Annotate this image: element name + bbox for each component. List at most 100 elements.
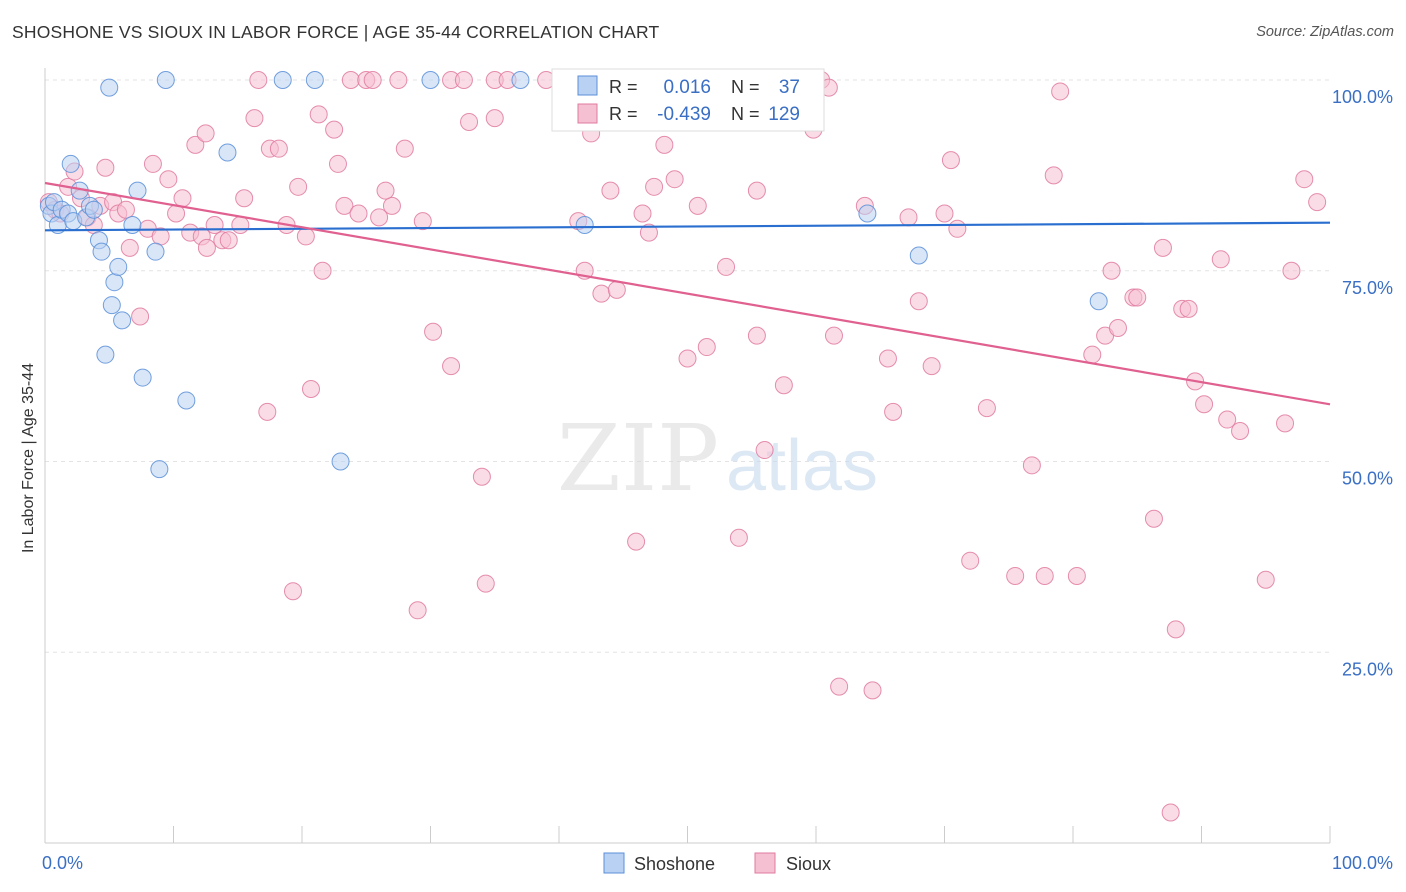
shoshone-point-15 <box>102 296 121 315</box>
sioux-point-16 <box>143 154 162 173</box>
sioux-point-95 <box>961 551 980 570</box>
sioux-point-123 <box>1295 170 1314 189</box>
shoshone-point-36 <box>100 78 119 97</box>
sioux-point-105 <box>1102 261 1121 280</box>
sioux-point-76 <box>729 528 748 547</box>
shoshone-point-20 <box>128 181 147 200</box>
sioux-point-85 <box>830 677 849 696</box>
sioux-point-90 <box>899 208 918 227</box>
shoshone-point-34 <box>909 246 928 265</box>
x-tick-labels: 0.0% 100.0% <box>42 853 1393 873</box>
sioux-point-98 <box>1022 456 1041 475</box>
legend-box: R = 0.016 N = 37 R = -0.439 N = 129 <box>551 68 825 132</box>
sioux-point-39 <box>301 380 320 399</box>
sioux-point-111 <box>1161 803 1180 822</box>
shoshone-trend-line <box>44 221 1331 232</box>
shoshone-point-14 <box>96 345 115 364</box>
legend-bottom-swatch-sioux <box>754 852 776 874</box>
sioux-point-74 <box>688 196 707 215</box>
sioux-point-52 <box>408 601 427 620</box>
sioux-point-72 <box>665 170 684 189</box>
legend-n-label-shoshone: N = <box>731 77 765 97</box>
sioux-point-54 <box>424 322 443 341</box>
sioux-point-114 <box>1179 299 1198 318</box>
sioux-point-127 <box>395 139 414 158</box>
sioux-point-122 <box>1282 261 1301 280</box>
sioux-point-9 <box>96 158 115 177</box>
sioux-point-96 <box>977 399 996 418</box>
points-layer <box>39 71 1327 822</box>
sioux-point-68 <box>627 532 646 551</box>
y-tick-label-3: 100.0% <box>1332 87 1393 107</box>
sioux-point-53 <box>413 212 432 231</box>
shoshone-point-27 <box>273 71 292 89</box>
shoshone-point-25 <box>177 391 196 410</box>
shoshone-point-13 <box>92 242 111 261</box>
sioux-point-118 <box>1218 410 1237 429</box>
watermark-zip: ZIP <box>557 405 719 512</box>
sioux-point-116 <box>1195 395 1214 414</box>
sioux-point-51 <box>389 71 408 89</box>
sioux-trend-line <box>44 181 1331 406</box>
sioux-point-97 <box>1006 566 1025 585</box>
x-tick-label-1: 100.0% <box>1332 853 1393 873</box>
shoshone-point-18 <box>113 311 132 330</box>
shoshone-point-22 <box>146 242 165 261</box>
sioux-point-48 <box>363 71 382 89</box>
sioux-point-112 <box>1166 620 1185 639</box>
sioux-point-12 <box>116 200 135 219</box>
chart-source: Source: ZipAtlas.com <box>1256 24 1394 40</box>
shoshone-point-23 <box>150 460 169 479</box>
sioux-point-100 <box>1044 166 1063 185</box>
watermark-atlas: atlas <box>726 426 878 506</box>
sioux-point-22 <box>186 135 205 154</box>
shoshone-point-21 <box>133 368 152 387</box>
sioux-point-37 <box>289 177 308 196</box>
sioux-point-34 <box>269 139 288 158</box>
series-legend: Shoshone Sioux <box>603 852 831 874</box>
legend-r-value-sioux: -0.439 <box>657 104 711 125</box>
sioux-point-27 <box>219 231 238 250</box>
shoshone-point-33 <box>858 204 877 223</box>
shoshone-point-6 <box>61 154 80 173</box>
y-tick-label-0: 25.0% <box>1342 659 1393 679</box>
sioux-point-36 <box>284 582 303 601</box>
legend-swatch-shoshone <box>577 75 598 96</box>
legend-bottom-label-shoshone: Shoshone <box>634 854 715 874</box>
legend-bottom-swatch-shoshone <box>603 852 625 874</box>
sioux-point-120 <box>1256 570 1275 589</box>
sioux-point-91 <box>909 292 928 311</box>
sioux-point-57 <box>454 71 473 89</box>
sioux-point-103 <box>1083 345 1102 364</box>
sioux-point-25 <box>205 215 224 234</box>
sioux-point-128 <box>196 124 215 143</box>
sioux-point-78 <box>747 181 766 200</box>
x-tick-label-0: 0.0% <box>42 853 83 873</box>
legend-r-label-sioux: R = <box>609 104 643 124</box>
trend-layer <box>44 181 1331 406</box>
legend-swatch-sioux <box>577 103 598 124</box>
sioux-point-49 <box>370 208 389 227</box>
sioux-point-124 <box>1308 193 1327 212</box>
sioux-point-79 <box>755 441 774 460</box>
sioux-point-66 <box>592 284 611 303</box>
sioux-point-43 <box>328 154 347 173</box>
shoshone-point-35 <box>1089 292 1108 311</box>
legend-bottom-label-sioux: Sioux <box>786 854 831 874</box>
sioux-point-84 <box>824 326 843 345</box>
sioux-point-18 <box>159 170 178 189</box>
sioux-point-28 <box>231 215 250 234</box>
shoshone-point-30 <box>421 71 440 89</box>
sioux-point-80 <box>774 376 793 395</box>
sioux-point-60 <box>476 574 495 593</box>
sioux-point-67 <box>601 181 620 200</box>
sioux-point-130 <box>639 223 658 242</box>
y-axis-label: In Labor Force | Age 35-44 <box>20 363 37 553</box>
legend-n-value-sioux: 129 <box>768 104 800 125</box>
sioux-point-45 <box>341 71 360 89</box>
sioux-point-89 <box>884 402 903 421</box>
sioux-point-92 <box>922 357 941 376</box>
y-tick-labels: 25.0% 50.0% 75.0% 100.0% <box>1332 87 1393 679</box>
sioux-point-44 <box>335 196 354 215</box>
